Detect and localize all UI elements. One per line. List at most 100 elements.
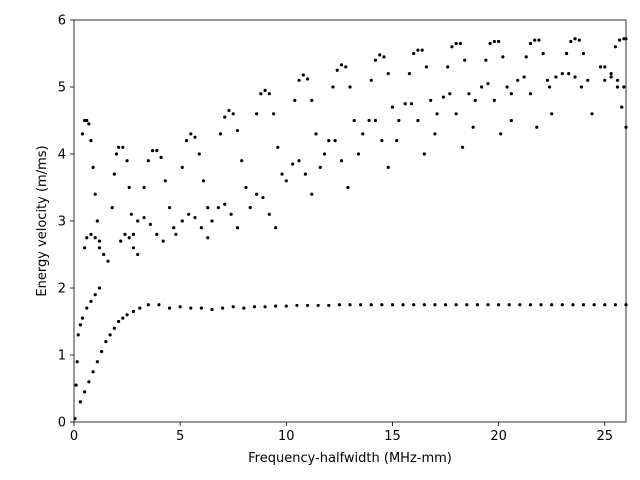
data-point — [331, 85, 335, 89]
data-point — [550, 303, 554, 307]
data-point — [125, 159, 129, 163]
data-point — [100, 350, 104, 354]
data-point — [598, 65, 603, 69]
data-point — [454, 303, 458, 307]
data-point — [501, 55, 505, 59]
data-point — [407, 72, 412, 76]
data-point — [85, 306, 89, 310]
data-point — [545, 78, 550, 82]
data-point — [174, 232, 178, 236]
data-point — [373, 118, 378, 123]
data-point — [305, 77, 310, 81]
data-point — [229, 212, 233, 216]
data-point — [322, 152, 327, 156]
data-point — [412, 303, 416, 307]
data-point — [167, 306, 172, 310]
y-tick-label: 2 — [58, 282, 66, 297]
data-point — [361, 132, 365, 136]
data-point — [359, 303, 363, 307]
data-point — [248, 206, 252, 210]
data-point — [80, 316, 85, 320]
y-tick-label: 1 — [58, 349, 66, 364]
data-point — [337, 303, 341, 307]
data-point — [93, 236, 97, 240]
data-point — [121, 145, 125, 149]
data-point — [284, 304, 288, 308]
data-point — [193, 135, 197, 139]
data-point — [615, 85, 620, 89]
data-point — [123, 232, 127, 236]
data-point — [507, 303, 511, 307]
data-point — [492, 39, 496, 44]
data-point — [465, 303, 469, 307]
data-point — [244, 185, 248, 190]
data-point — [73, 417, 77, 421]
data-point — [106, 259, 110, 263]
data-point — [206, 206, 210, 210]
data-point — [295, 303, 299, 308]
data-point — [467, 92, 471, 96]
data-point — [567, 72, 571, 76]
data-point — [76, 333, 80, 337]
data-point — [305, 303, 310, 308]
data-point — [499, 132, 503, 136]
data-point — [458, 41, 462, 46]
data-point — [613, 45, 617, 49]
data-point — [127, 185, 131, 190]
data-point — [624, 303, 628, 307]
y-tick-label: 5 — [58, 81, 66, 96]
data-point — [119, 239, 123, 243]
y-axis-label: Energy velocity (m/ms) — [35, 145, 50, 296]
data-point — [450, 45, 454, 49]
data-point — [581, 51, 586, 56]
data-point — [509, 118, 513, 123]
data-point — [78, 323, 82, 327]
data-point — [356, 152, 361, 156]
data-point — [83, 390, 87, 394]
data-point — [528, 92, 533, 96]
data-point — [157, 303, 161, 307]
data-point — [586, 78, 590, 82]
data-point — [189, 306, 193, 310]
data-point — [197, 152, 201, 156]
data-point — [492, 98, 496, 102]
data-point — [267, 92, 271, 96]
data-point — [83, 246, 87, 250]
data-point — [104, 340, 108, 344]
data-point — [609, 72, 613, 76]
data-point — [603, 78, 607, 82]
data-point — [397, 118, 401, 123]
data-point — [473, 98, 477, 102]
data-point — [541, 51, 545, 56]
data-point — [125, 313, 129, 317]
data-point — [446, 65, 450, 69]
data-point — [85, 236, 89, 240]
data-point — [516, 78, 520, 82]
data-points — [73, 37, 628, 421]
data-point — [155, 149, 159, 153]
data-point — [522, 75, 526, 79]
data-point — [75, 360, 79, 364]
data-point — [201, 179, 206, 183]
data-point — [180, 219, 184, 223]
data-point — [335, 68, 339, 72]
data-point — [378, 53, 382, 57]
data-point — [550, 112, 554, 116]
data-point — [254, 192, 259, 196]
data-point — [386, 165, 390, 169]
data-point — [577, 38, 581, 42]
data-point — [218, 132, 223, 136]
plot-frame — [73, 19, 627, 423]
data-point — [199, 226, 203, 230]
data-point — [573, 75, 577, 79]
data-point — [484, 58, 488, 62]
data-point — [178, 305, 182, 309]
data-point — [618, 38, 622, 42]
data-point — [564, 51, 569, 56]
data-point — [615, 78, 620, 82]
data-point — [613, 303, 617, 307]
data-point — [624, 37, 628, 41]
data-point — [524, 55, 528, 59]
data-point — [571, 303, 575, 307]
